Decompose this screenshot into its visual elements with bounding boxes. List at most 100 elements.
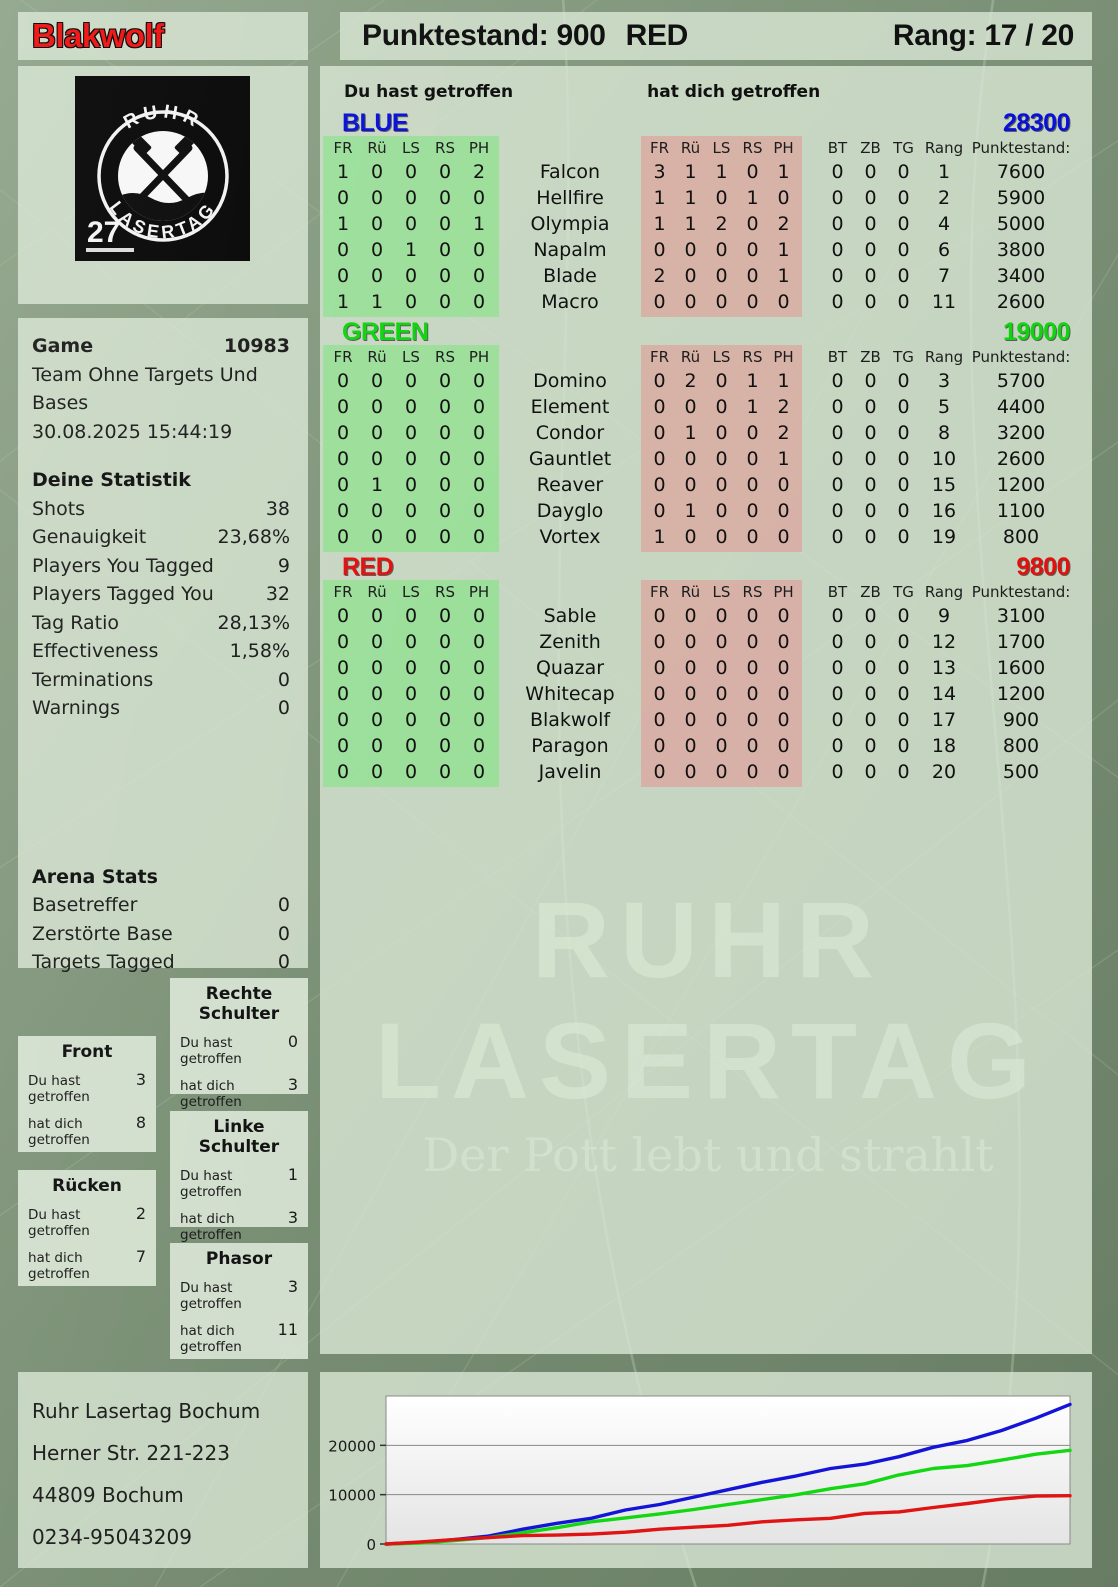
bodypart-hitby-value: 11 xyxy=(277,1320,298,1339)
cell-arena-stat: 0 xyxy=(864,369,877,392)
game-label: Game xyxy=(32,335,94,357)
cell-rank: 4 xyxy=(937,212,951,235)
personal-stats-heading: Deine Statistik xyxy=(32,469,191,491)
cell-arena-stat: 0 xyxy=(831,760,844,783)
address-line: Ruhr Lasertag Bochum xyxy=(32,1399,261,1423)
table-row[interactable]: 0 0 0 0 0 Vortex 1 0 0 0 0 0 0 0 19 800 xyxy=(326,524,1074,550)
cell-tagged-you: 0 xyxy=(746,734,759,757)
cell-tagged-you: 2 xyxy=(715,212,728,235)
col-gap xyxy=(799,582,821,603)
table-row[interactable]: 0 1 0 0 0 Reaver 0 0 0 0 0 0 0 0 15 1200 xyxy=(326,472,1074,498)
col-head-them-rs: RS xyxy=(742,348,763,366)
cell-points: 1700 xyxy=(996,630,1046,653)
table-row[interactable]: 0 0 0 0 0 Paragon 0 0 0 0 0 0 0 0 18 800 xyxy=(326,733,1074,759)
cell-you-tagged: 0 xyxy=(472,682,486,705)
cell-tagged-you: 0 xyxy=(653,447,666,470)
cell-arena-stat: 0 xyxy=(864,264,877,287)
cell-player-name: Gauntlet xyxy=(528,447,612,470)
cell-tagged-you: 1 xyxy=(653,525,666,548)
table-row[interactable]: 1 0 0 0 2 Falcon 3 1 1 0 1 0 0 0 1 7600 xyxy=(326,159,1074,185)
table-row[interactable]: 0 0 0 0 0 Whitecap 0 0 0 0 0 0 0 0 14 1200 xyxy=(326,681,1074,707)
cell-rank: 18 xyxy=(931,734,957,757)
cell-you-tagged: 0 xyxy=(438,630,452,653)
team-total-score: 19000 xyxy=(1002,318,1071,346)
cell-you-tagged: 0 xyxy=(438,186,452,209)
table-row[interactable]: 0 0 0 0 0 Blade 2 0 0 0 1 0 0 0 7 3400 xyxy=(326,263,1074,289)
table-row[interactable]: 0 0 0 0 0 Quazar 0 0 0 0 0 0 0 0 13 1600 xyxy=(326,655,1074,681)
col-head-them-ls: LS xyxy=(712,139,731,157)
table-row[interactable]: 0 0 0 0 0 Element 0 0 0 1 2 0 0 0 5 4400 xyxy=(326,394,1074,420)
team-total-score: 9800 xyxy=(1016,553,1070,581)
table-row[interactable]: 0 0 0 0 0 Javelin 0 0 0 0 0 0 0 0 20 500 xyxy=(326,759,1074,785)
cell-points: 500 xyxy=(1002,760,1040,783)
cell-arena-stat: 0 xyxy=(864,630,877,653)
cell-arena-stat: 0 xyxy=(864,682,877,705)
cell-rank: 7 xyxy=(937,264,951,287)
chart-series-blue xyxy=(384,1402,1072,1546)
table-row[interactable]: 0 0 0 0 0 Blakwolf 0 0 0 0 0 0 0 0 17 900 xyxy=(326,707,1074,733)
col-head-them-ph: PH xyxy=(773,583,794,601)
bodypart-box-phasor: Phasor Du hast getroffen 3 hat dich getr… xyxy=(170,1243,308,1359)
table-row[interactable]: 1 1 0 0 0 Macro 0 0 0 0 0 0 0 0 11 2600 xyxy=(326,289,1074,315)
table-row[interactable]: 0 0 0 0 0 Gauntlet 0 0 0 0 1 0 0 0 10 2600 xyxy=(326,446,1074,472)
cell-tagged-you: 0 xyxy=(684,630,697,653)
cell-arena-stat: 0 xyxy=(831,264,844,287)
cell-player-name: Macro xyxy=(541,290,599,313)
bodypart-hitby-label: hat dich getroffen xyxy=(28,1116,90,1148)
col-head-points: Punktestand: xyxy=(971,139,1071,157)
table-row[interactable]: 0 0 0 0 0 Domino 0 2 0 1 1 0 0 0 3 5700 xyxy=(326,368,1074,394)
cell-points: 800 xyxy=(1002,525,1040,548)
table-row[interactable]: 1 0 0 0 1 Olympia 1 1 2 0 2 0 0 0 4 5000 xyxy=(326,211,1074,237)
col-head-them-fr: FR xyxy=(649,348,670,366)
col-head-you-ls: LS xyxy=(402,583,420,601)
cell-tagged-you: 1 xyxy=(684,499,697,522)
cell-you-tagged: 0 xyxy=(472,447,486,470)
cell-arena-stat: 0 xyxy=(864,212,877,235)
table-header-row: FR Rü LS RS PH FR Rü LS RS PH BT ZB TG Rang Punktestan… xyxy=(326,138,1074,159)
cell-arena-stat: 0 xyxy=(897,708,910,731)
cell-arena-stat: 0 xyxy=(831,447,844,470)
cell-gap xyxy=(799,159,821,185)
table-row[interactable]: 0 0 0 0 0 Hellfire 1 1 0 1 0 0 0 0 2 5900 xyxy=(326,185,1074,211)
bodypart-hit-row: Du hast getroffen 3 xyxy=(28,1070,146,1105)
cell-gap xyxy=(799,420,821,446)
cell-arena-stat: 0 xyxy=(831,473,844,496)
cell-arena-stat: 0 xyxy=(831,708,844,731)
stat-value: 0 xyxy=(277,697,290,719)
cell-you-tagged: 0 xyxy=(404,447,418,470)
cell-points: 5900 xyxy=(996,186,1046,209)
cell-you-tagged: 0 xyxy=(438,734,452,757)
cell-points: 3800 xyxy=(996,238,1046,261)
cell-you-tagged: 0 xyxy=(336,604,350,627)
col-head-you-rü: Rü xyxy=(367,583,387,601)
cell-gap xyxy=(799,524,821,550)
cell-arena-stat: 0 xyxy=(831,499,844,522)
cell-you-tagged: 0 xyxy=(472,290,486,313)
table-row[interactable]: 0 0 1 0 0 Napalm 0 0 0 0 1 0 0 0 6 3800 xyxy=(326,237,1074,263)
cell-gap xyxy=(799,446,821,472)
bodypart-hitby-label: hat dich getroffen xyxy=(180,1323,242,1355)
table-row[interactable]: 0 0 0 0 0 Dayglo 0 1 0 0 0 0 0 0 16 1100 xyxy=(326,498,1074,524)
table-row[interactable]: 0 0 0 0 0 Sable 0 0 0 0 0 0 0 0 9 3100 xyxy=(326,603,1074,629)
cell-tagged-you: 0 xyxy=(684,395,697,418)
team-name: GREEN xyxy=(342,318,429,346)
cell-tagged-you: 0 xyxy=(684,604,697,627)
cell-you-tagged: 0 xyxy=(336,708,350,731)
logo-panel: RUHR LASERTAG 27 xyxy=(18,66,308,304)
cell-arena-stat: 0 xyxy=(831,238,844,261)
arena-label: Targets Tagged xyxy=(32,951,175,973)
table-row[interactable]: 0 0 0 0 0 Condor 0 1 0 0 2 0 0 0 8 3200 xyxy=(326,420,1074,446)
cell-arena-stat: 0 xyxy=(831,186,844,209)
cell-you-tagged: 0 xyxy=(336,525,350,548)
cell-arena-stat: 0 xyxy=(864,473,877,496)
cell-points: 4400 xyxy=(996,395,1046,418)
col-head-tg: TG xyxy=(893,348,914,366)
cell-tagged-you: 1 xyxy=(684,160,697,183)
cell-tagged-you: 0 xyxy=(715,395,728,418)
col-head-you-fr: FR xyxy=(333,348,353,366)
cell-rank: 19 xyxy=(931,525,957,548)
col-head-you-ph: PH xyxy=(468,139,490,157)
cell-points: 3200 xyxy=(996,421,1046,444)
cell-tagged-you: 0 xyxy=(777,186,790,209)
table-row[interactable]: 0 0 0 0 0 Zenith 0 0 0 0 0 0 0 0 12 1700 xyxy=(326,629,1074,655)
